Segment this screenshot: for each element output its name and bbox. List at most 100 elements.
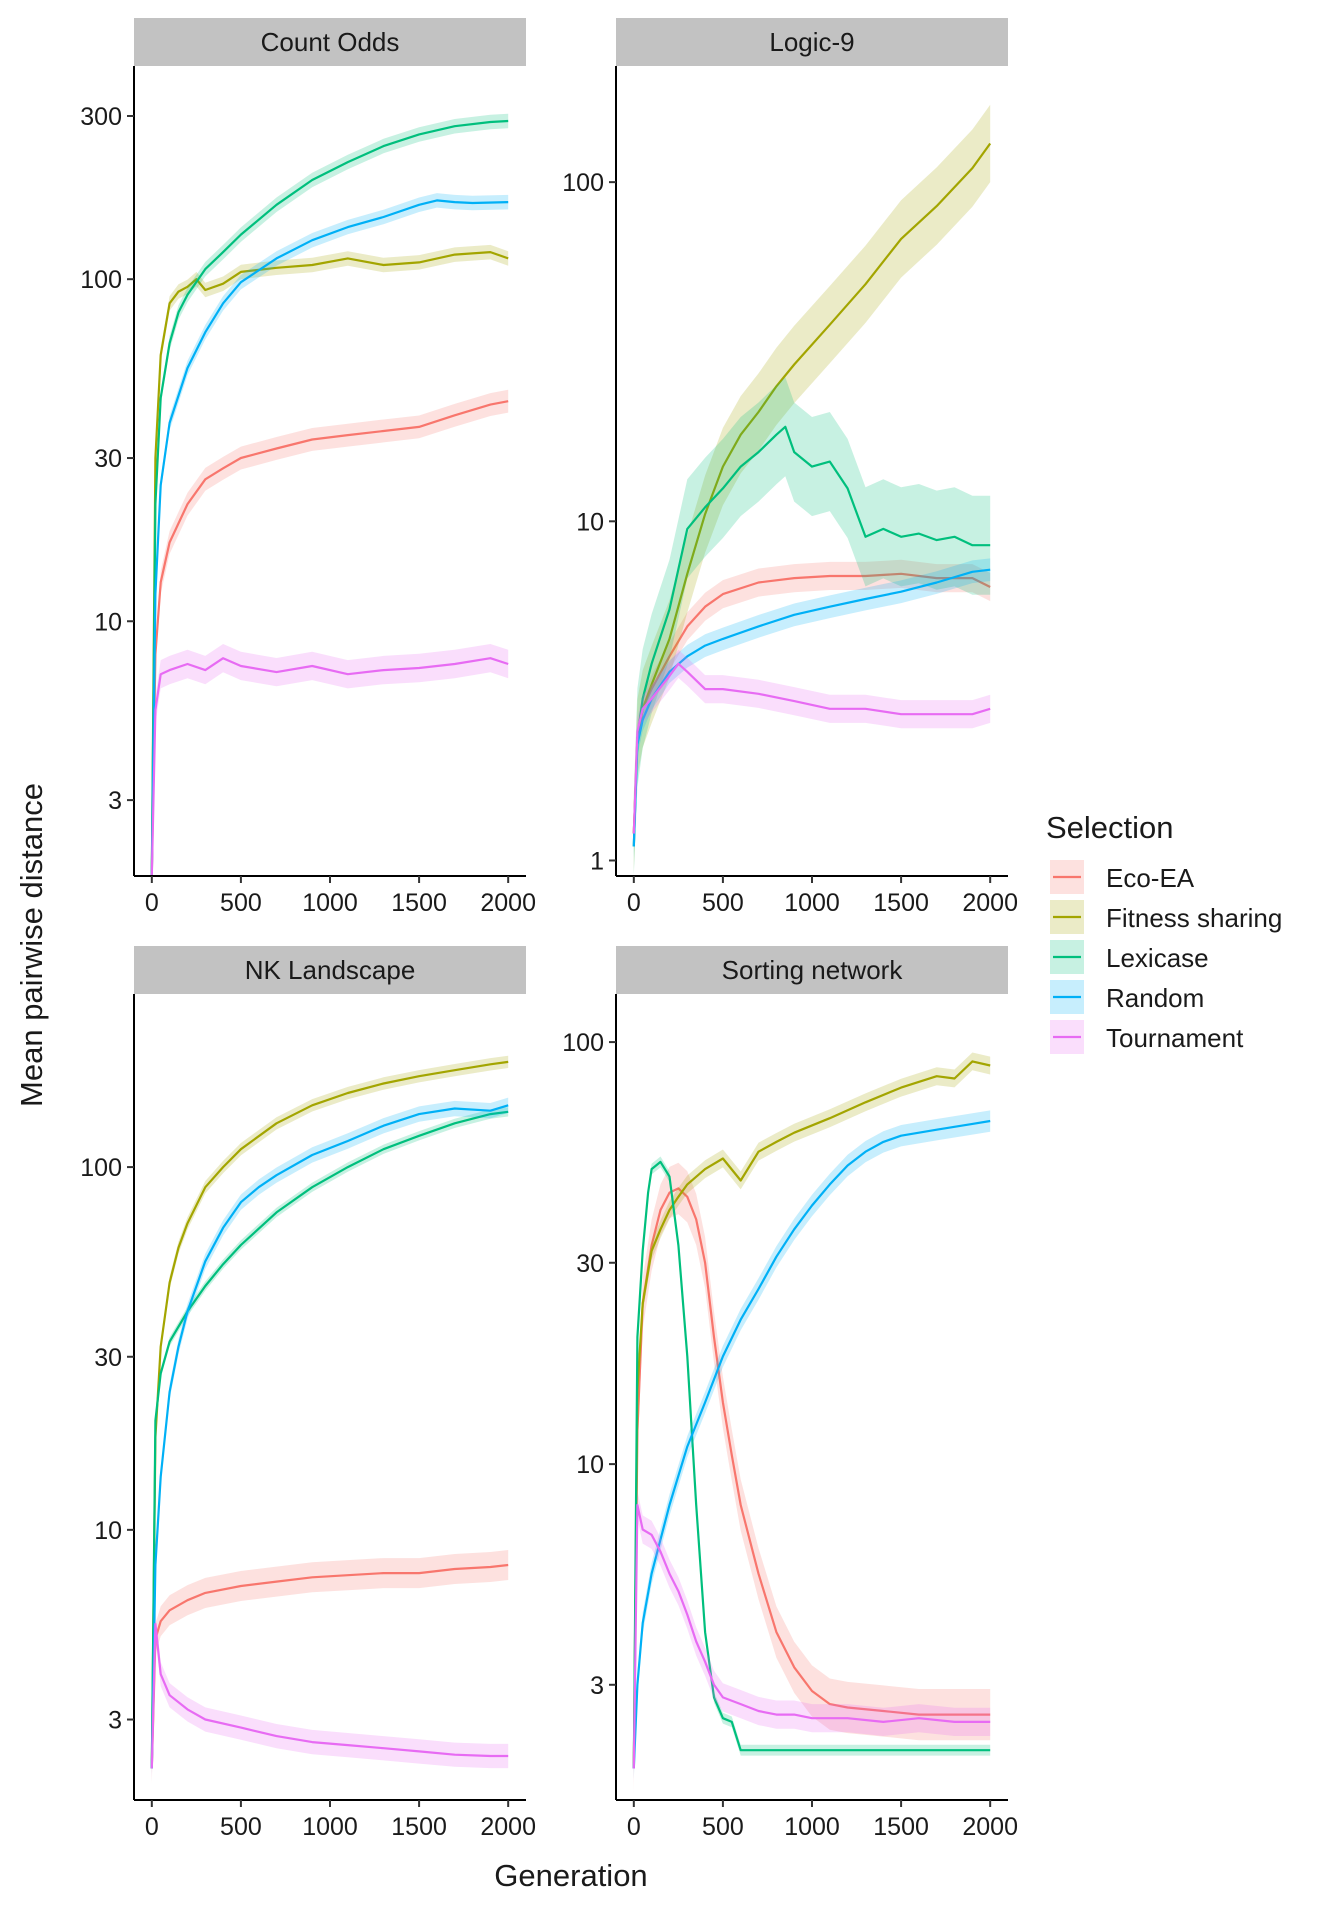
x-tick-label: 500 xyxy=(702,1813,744,1841)
y-tick-label: 10 xyxy=(576,1451,604,1479)
series-line xyxy=(150,251,509,877)
series-tournament xyxy=(150,644,509,877)
x-tick-label: 1500 xyxy=(391,889,447,917)
series-line xyxy=(150,119,509,877)
confidence-band xyxy=(151,1107,509,1773)
y-tick-label: 300 xyxy=(80,103,122,131)
x-axis-title: Generation xyxy=(494,1858,647,1893)
confidence-band xyxy=(633,558,991,858)
series-line xyxy=(632,1119,991,1769)
x-tick-label: 2000 xyxy=(480,889,536,917)
series-line xyxy=(150,400,509,877)
y-tick-label: 1 xyxy=(590,847,604,875)
series-fitness-sharing xyxy=(150,1055,509,1775)
legend-item-fitness-sharing: Fitness sharing xyxy=(1050,900,1282,934)
y-tick-label: 3 xyxy=(108,787,122,815)
y-tick-label: 10 xyxy=(94,1517,122,1545)
series-tournament xyxy=(632,649,991,848)
legend-label: Fitness sharing xyxy=(1106,903,1282,933)
series-lexicase xyxy=(632,377,991,876)
series-random xyxy=(150,1097,509,1777)
y-tick-label: 10 xyxy=(94,608,122,636)
series-line xyxy=(632,662,991,834)
x-tick-label: 1500 xyxy=(873,1813,929,1841)
x-tick-label: 1500 xyxy=(391,1813,447,1841)
y-tick-label: 100 xyxy=(562,1029,604,1057)
x-tick-label: 1500 xyxy=(873,889,929,917)
confidence-band xyxy=(151,389,509,876)
series-line xyxy=(632,1060,991,1769)
confidence-band xyxy=(151,1611,509,1781)
x-tick-label: 500 xyxy=(220,889,262,917)
y-tick-label: 100 xyxy=(80,1154,122,1182)
series-line xyxy=(150,1563,509,1769)
x-tick-label: 2000 xyxy=(962,1813,1018,1841)
series-eco-ea xyxy=(150,389,509,877)
y-tick-label: 3 xyxy=(108,1707,122,1735)
facet-title: Sorting network xyxy=(722,955,904,985)
x-tick-label: 1000 xyxy=(784,889,840,917)
series-lexicase xyxy=(150,1107,509,1773)
confidence-band xyxy=(151,1550,509,1784)
series-line xyxy=(632,568,991,847)
confidence-band xyxy=(151,1097,509,1777)
facet-strip xyxy=(616,946,1008,994)
x-tick-label: 500 xyxy=(702,889,744,917)
series-line xyxy=(632,1160,991,1769)
facet-strip xyxy=(616,18,1008,66)
series-lexicase xyxy=(150,113,509,877)
series-eco-ea xyxy=(632,1162,991,1795)
legend-item-eco-ea: Eco-EA xyxy=(1050,860,1195,894)
x-tick-label: 2000 xyxy=(962,889,1018,917)
series-random xyxy=(632,1110,991,1780)
confidence-band xyxy=(633,1490,991,1783)
series-fitness-sharing xyxy=(150,244,509,877)
facet-title: Logic-9 xyxy=(769,27,854,57)
series-line xyxy=(150,657,509,877)
x-tick-label: 1000 xyxy=(302,1813,358,1841)
series-fitness-sharing xyxy=(632,1052,991,1778)
x-tick-label: 1000 xyxy=(302,889,358,917)
series-tournament xyxy=(150,1611,509,1781)
y-tick-label: 100 xyxy=(80,266,122,294)
x-tick-label: 0 xyxy=(627,1813,641,1841)
confidence-band xyxy=(633,1162,991,1795)
legend: Selection Eco-EA Fitness sharing Lexicase Ra… xyxy=(1046,810,1282,1054)
x-tick-label: 0 xyxy=(145,1813,159,1841)
confidence-band xyxy=(633,649,991,848)
series-line xyxy=(150,199,509,877)
facet-strip xyxy=(134,18,526,66)
legend-item-tournament: Tournament xyxy=(1050,1020,1244,1054)
facet-title: NK Landscape xyxy=(245,955,416,985)
legend-item-random: Random xyxy=(1050,980,1204,1014)
confidence-band xyxy=(633,377,991,876)
y-tick-label: 10 xyxy=(576,508,604,536)
facet-strip xyxy=(134,946,526,994)
series-eco-ea xyxy=(150,1550,509,1784)
series-tournament xyxy=(632,1490,991,1783)
series-line xyxy=(150,1104,509,1769)
legend-label: Eco-EA xyxy=(1106,863,1195,893)
confidence-band xyxy=(151,644,509,876)
legend-label: Lexicase xyxy=(1106,943,1209,973)
confidence-band xyxy=(151,1055,509,1775)
x-tick-label: 1000 xyxy=(784,1813,840,1841)
x-tick-label: 2000 xyxy=(480,1813,536,1841)
panel-count-odds: Count Odds 3 10 30 100 300 0 500 1000 1500 2000 xyxy=(80,18,536,917)
legend-title: Selection xyxy=(1046,810,1174,845)
confidence-band xyxy=(151,244,509,876)
y-tick-label: 30 xyxy=(94,1344,122,1372)
series-line xyxy=(632,425,991,847)
series-fitness-sharing xyxy=(632,104,992,873)
x-tick-label: 0 xyxy=(627,889,641,917)
series-line xyxy=(150,1622,509,1769)
legend-label: Random xyxy=(1106,983,1204,1013)
series-random xyxy=(150,193,509,877)
series-line xyxy=(632,142,992,834)
series-line xyxy=(632,1187,991,1769)
x-tick-label: 0 xyxy=(145,889,159,917)
